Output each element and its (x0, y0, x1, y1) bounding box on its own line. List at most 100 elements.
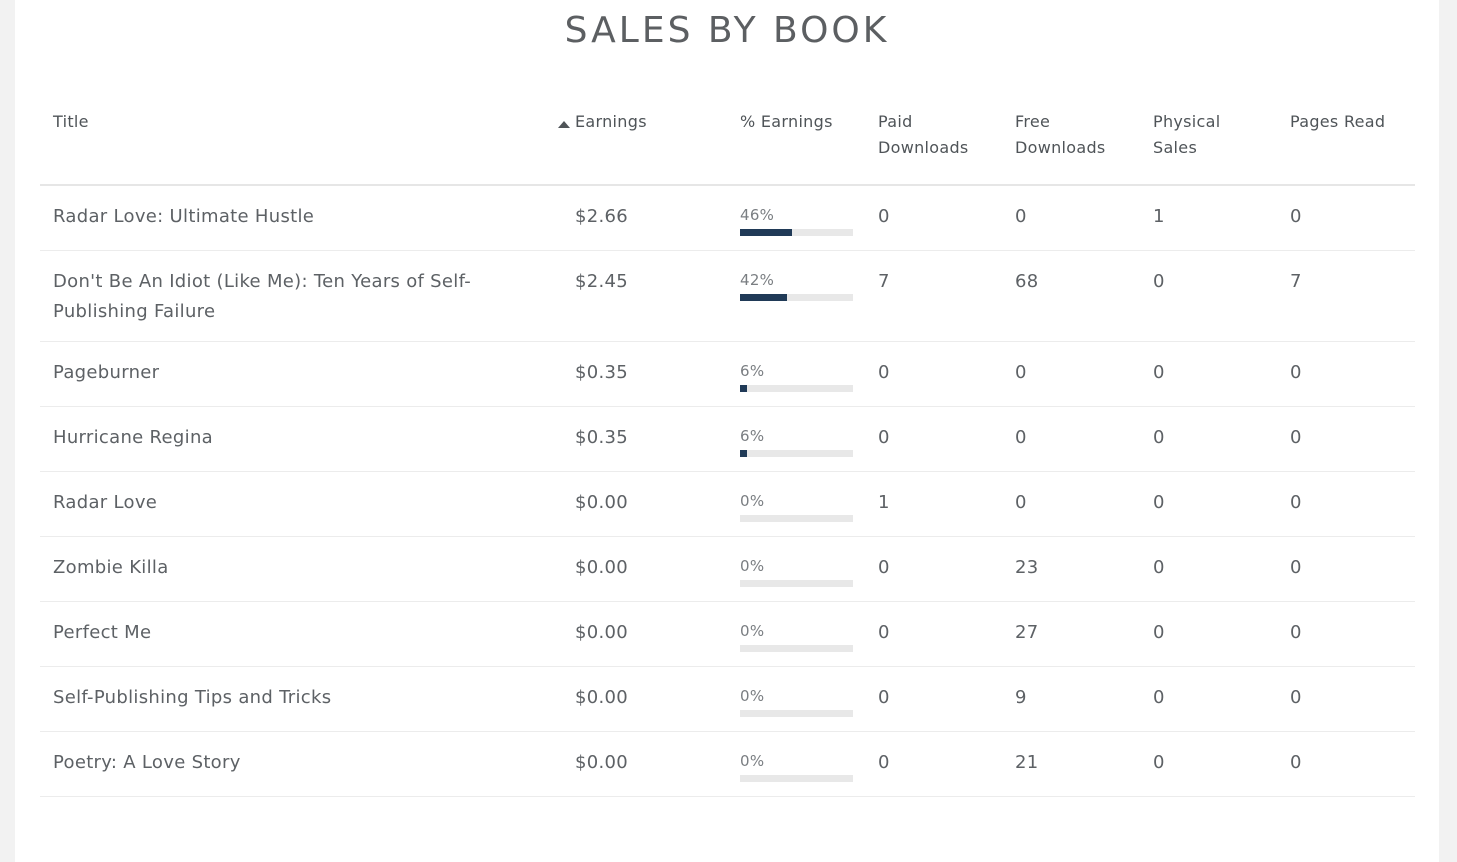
paid-downloads-value: 7 (865, 250, 1002, 342)
physical-sales-value: 0 (1140, 471, 1277, 537)
pct-earnings-bar-track (740, 450, 853, 457)
column-header-free-downloads[interactable]: Free Downloads (1002, 98, 1140, 186)
pct-earnings-bar-fill (740, 385, 747, 392)
pct-earnings-label: 42% (740, 271, 775, 289)
paid-downloads-value: 0 (865, 185, 1002, 251)
pct-earnings-cell: 6% (727, 406, 865, 472)
sort-ascending-icon[interactable] (558, 121, 570, 128)
table-row[interactable]: Pageburner $0.35 6% 0 0 0 0 (40, 341, 1415, 407)
pages-read-value: 7 (1277, 250, 1415, 342)
free-downloads-value: 27 (1002, 601, 1140, 667)
paid-downloads-value: 0 (865, 341, 1002, 407)
sales-table: Title Earnings % Earnings Paid Downloads… (40, 98, 1415, 797)
pct-earnings-bar-fill (740, 450, 747, 457)
earnings-value: $0.35 (562, 341, 727, 407)
table-row[interactable]: Self-Publishing Tips and Tricks $0.00 0% 0 9… (40, 666, 1415, 732)
pct-earnings-bar-track (740, 385, 853, 392)
column-header-earnings-label: Earnings (575, 112, 647, 131)
table-body: Radar Love: Ultimate Hustle $2.66 46% 0 0 1 0 D… (40, 185, 1415, 797)
pct-earnings-label: 6% (740, 427, 765, 445)
column-header-physical-sales[interactable]: Physical Sales (1140, 98, 1277, 186)
pct-earnings-label: 0% (740, 622, 765, 640)
pages-read-value: 0 (1277, 731, 1415, 797)
book-title: Poetry: A Love Story (40, 731, 562, 797)
pages-read-value: 0 (1277, 601, 1415, 667)
column-header-pages-read[interactable]: Pages Read (1277, 98, 1415, 186)
pct-earnings-cell: 0% (727, 601, 865, 667)
pct-earnings-cell: 0% (727, 471, 865, 537)
earnings-value: $0.00 (562, 666, 727, 732)
pages-read-value: 0 (1277, 471, 1415, 537)
book-title: Radar Love: Ultimate Hustle (40, 185, 562, 251)
pct-earnings-label: 0% (740, 492, 765, 510)
book-title: Radar Love (40, 471, 562, 537)
pct-earnings-cell: 6% (727, 341, 865, 407)
pct-earnings-label: 0% (740, 687, 765, 705)
column-header-earnings[interactable]: Earnings (558, 98, 727, 186)
table-row[interactable]: Don't Be An Idiot (Like Me): Ten Years o… (40, 250, 1415, 342)
free-downloads-value: 0 (1002, 185, 1140, 251)
pct-earnings-label: 0% (740, 557, 765, 575)
pct-earnings-bar-track (740, 229, 853, 236)
table-row[interactable]: Radar Love: Ultimate Hustle $2.66 46% 0 0 1 0 (40, 185, 1415, 251)
paid-downloads-value: 1 (865, 471, 1002, 537)
pct-earnings-cell: 46% (727, 185, 865, 251)
table-row[interactable]: Radar Love $0.00 0% 1 0 0 0 (40, 471, 1415, 537)
earnings-value: $0.00 (562, 731, 727, 797)
pct-earnings-cell: 42% (727, 250, 865, 342)
free-downloads-value: 23 (1002, 536, 1140, 602)
earnings-value: $0.35 (562, 406, 727, 472)
book-title: Self-Publishing Tips and Tricks (40, 666, 562, 732)
paid-downloads-value: 0 (865, 536, 1002, 602)
pct-earnings-bar-track (740, 710, 853, 717)
free-downloads-value: 0 (1002, 341, 1140, 407)
book-title: Perfect Me (40, 601, 562, 667)
table-row[interactable]: Poetry: A Love Story $0.00 0% 0 21 0 0 (40, 731, 1415, 797)
book-title: Don't Be An Idiot (Like Me): Ten Years o… (40, 250, 562, 342)
sales-by-book-panel: SALES BY BOOK Title Earnings % Earnings … (15, 0, 1439, 862)
pct-earnings-bar-fill (740, 229, 792, 236)
table-row[interactable]: Perfect Me $0.00 0% 0 27 0 0 (40, 601, 1415, 667)
paid-downloads-value: 0 (865, 406, 1002, 472)
pct-earnings-cell: 0% (727, 536, 865, 602)
pct-earnings-label: 6% (740, 362, 765, 380)
free-downloads-value: 0 (1002, 471, 1140, 537)
free-downloads-value: 9 (1002, 666, 1140, 732)
physical-sales-value: 0 (1140, 666, 1277, 732)
pct-earnings-cell: 0% (727, 731, 865, 797)
physical-sales-value: 0 (1140, 601, 1277, 667)
physical-sales-value: 0 (1140, 406, 1277, 472)
column-header-pct-earnings[interactable]: % Earnings (727, 98, 865, 186)
pct-earnings-bar-fill (740, 294, 788, 301)
pages-read-value: 0 (1277, 536, 1415, 602)
earnings-value: $0.00 (562, 536, 727, 602)
paid-downloads-value: 0 (865, 601, 1002, 667)
pct-earnings-bar-track (740, 294, 853, 301)
pct-earnings-label: 0% (740, 752, 765, 770)
pct-earnings-bar-track (740, 580, 853, 587)
table-header-row: Title Earnings % Earnings Paid Downloads… (40, 98, 1415, 186)
free-downloads-value: 0 (1002, 406, 1140, 472)
paid-downloads-value: 0 (865, 666, 1002, 732)
page-title: SALES BY BOOK (564, 10, 890, 51)
pct-earnings-label: 46% (740, 206, 775, 224)
pct-earnings-bar-track (740, 515, 853, 522)
column-header-paid-downloads[interactable]: Paid Downloads (865, 98, 1002, 186)
book-title: Hurricane Regina (40, 406, 562, 472)
table-row[interactable]: Zombie Killa $0.00 0% 0 23 0 0 (40, 536, 1415, 602)
pct-earnings-bar-track (740, 645, 853, 652)
pages-read-value: 0 (1277, 406, 1415, 472)
earnings-value: $2.66 (562, 185, 727, 251)
paid-downloads-value: 0 (865, 731, 1002, 797)
physical-sales-value: 0 (1140, 536, 1277, 602)
earnings-value: $0.00 (562, 471, 727, 537)
free-downloads-value: 68 (1002, 250, 1140, 342)
pages-read-value: 0 (1277, 341, 1415, 407)
table-row[interactable]: Hurricane Regina $0.35 6% 0 0 0 0 (40, 406, 1415, 472)
book-title: Pageburner (40, 341, 562, 407)
free-downloads-value: 21 (1002, 731, 1140, 797)
book-title: Zombie Killa (40, 536, 562, 602)
column-header-title[interactable]: Title (40, 98, 562, 186)
pct-earnings-cell: 0% (727, 666, 865, 732)
pct-earnings-bar-track (740, 775, 853, 782)
